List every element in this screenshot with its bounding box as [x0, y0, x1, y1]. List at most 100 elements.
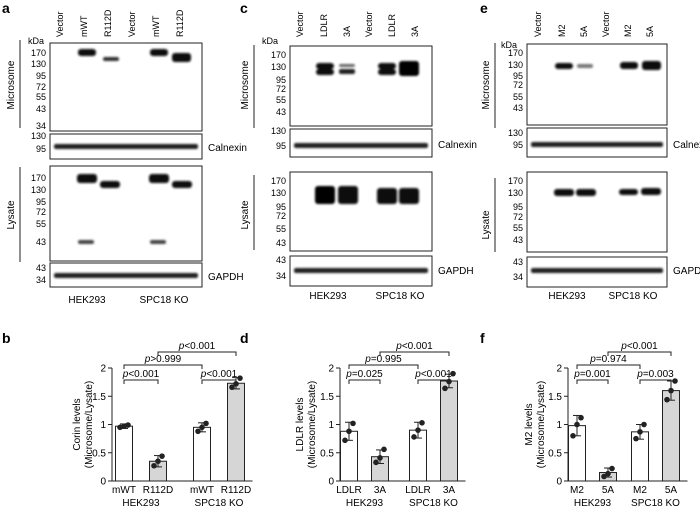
blot-band	[294, 268, 428, 273]
blot-band	[100, 181, 120, 188]
cell-line-label: HEK293	[548, 291, 586, 302]
significance-bracket	[157, 351, 237, 356]
p-value-label: p<0.001	[122, 369, 160, 380]
blot-band	[78, 240, 94, 244]
data-point	[668, 387, 674, 394]
marker-label: 170	[271, 50, 286, 60]
p-value-label: p=0.025	[345, 369, 383, 380]
data-point	[155, 458, 161, 465]
lane-label: Vector	[601, 11, 611, 37]
y-tick-label: 2	[328, 364, 334, 375]
cell-line-label: SPC18 KO	[609, 291, 658, 302]
data-point	[377, 455, 383, 461]
marker-label: 95	[513, 140, 523, 150]
data-point	[203, 420, 209, 427]
blot-band	[378, 69, 396, 75]
category-label: 3A	[374, 485, 387, 496]
marker-label: 43	[36, 104, 46, 114]
category-label: R112D	[221, 485, 251, 496]
marker-label: 130	[271, 188, 286, 198]
marker-label: 130	[508, 128, 523, 138]
marker-label: 34	[36, 121, 46, 131]
y-tick-label: 1.5	[92, 392, 106, 403]
band-group	[54, 273, 198, 278]
p-value-label: p>0.999	[144, 354, 182, 365]
data-point	[609, 465, 615, 472]
blot-band	[77, 174, 97, 183]
group-label: SPC18 KO	[409, 498, 458, 509]
p-value-label: p<0.001	[178, 341, 216, 352]
blot-panel-a: a Vector mWT R112D Vector mWT R112D kDa …	[2, 0, 247, 306]
blot-band	[54, 273, 198, 278]
y-axis-label: (Microsome/Lysate)	[536, 381, 547, 468]
y-tick-label: 1.5	[320, 392, 334, 403]
group-label: SPC18 KO	[195, 498, 244, 509]
category-label: mWT	[190, 485, 214, 496]
band-group	[531, 268, 663, 273]
gapdh-label: GAPDH	[673, 266, 700, 277]
blot-frame	[289, 171, 433, 252]
marker-label: 34	[276, 271, 286, 281]
blot-band	[103, 57, 119, 61]
significance-bracket	[379, 351, 450, 356]
category-label: M2	[570, 485, 584, 496]
marker-label: 43	[276, 255, 286, 265]
panel-letter-e: e	[480, 0, 488, 16]
blot-band	[531, 142, 663, 147]
bar	[193, 426, 211, 482]
cell-line-label: HEK293	[309, 291, 347, 302]
band-group	[554, 188, 661, 196]
blot-band	[78, 49, 96, 56]
category-label: 5A	[602, 485, 615, 496]
blot-band	[338, 186, 358, 204]
lane-label: Vector	[364, 11, 374, 37]
marker-label: 95	[36, 71, 46, 81]
kda-label: kDa	[262, 36, 278, 46]
blot-band	[150, 49, 168, 56]
marker-label: 130	[271, 62, 286, 72]
significance-bracket	[348, 364, 419, 369]
group-label: SPC18 KO	[631, 498, 680, 509]
marker-label: 43	[513, 235, 523, 245]
blot-band	[620, 62, 638, 69]
category-label: 3A	[443, 485, 456, 496]
y-tick-label: 1	[328, 420, 334, 431]
marker-label: 95	[36, 197, 46, 207]
y-tick-label: 2	[100, 364, 106, 375]
lane-label: R112D	[103, 9, 113, 37]
marker-label: 95	[513, 71, 523, 81]
marker-label: 95	[276, 141, 286, 151]
marker-label: 130	[31, 131, 46, 141]
band-group	[54, 144, 198, 149]
marker-label: 43	[513, 103, 523, 113]
lane-label: R112D	[175, 9, 185, 37]
marker-label: 72	[276, 211, 286, 221]
marker-label: 95	[276, 202, 286, 212]
gapdh-label: GAPDH	[438, 266, 474, 277]
blot-band	[150, 240, 166, 244]
data-point	[159, 453, 165, 459]
y-axis-label: LDLR levels	[295, 398, 306, 452]
lane-label: 3A	[410, 26, 420, 37]
band-group	[531, 142, 663, 147]
cell-line-label: SPC18 KO	[376, 291, 425, 302]
data-point	[633, 435, 639, 442]
blot-band	[294, 143, 428, 148]
panel-letter-f: f	[480, 330, 485, 346]
bar-chart-f: f 0 0.5 1 1.5 2 M2 levels (Microsome/Lysate) M2…	[480, 330, 688, 509]
y-tick-label: 1	[556, 420, 562, 431]
marker-label: 55	[36, 219, 46, 229]
marker-label: 72	[276, 84, 286, 94]
data-point	[450, 370, 456, 377]
y-tick-label: 0	[556, 477, 562, 488]
p-value-label: p=0.995	[364, 354, 402, 365]
data-point	[199, 424, 205, 431]
marker-label: 170	[508, 176, 523, 186]
bar	[227, 382, 245, 482]
bar	[662, 390, 680, 482]
y-tick-label: 0	[328, 477, 334, 488]
lysate-label: Lysate	[6, 200, 17, 230]
data-point	[381, 446, 387, 453]
lane-label: Vector	[55, 11, 65, 37]
